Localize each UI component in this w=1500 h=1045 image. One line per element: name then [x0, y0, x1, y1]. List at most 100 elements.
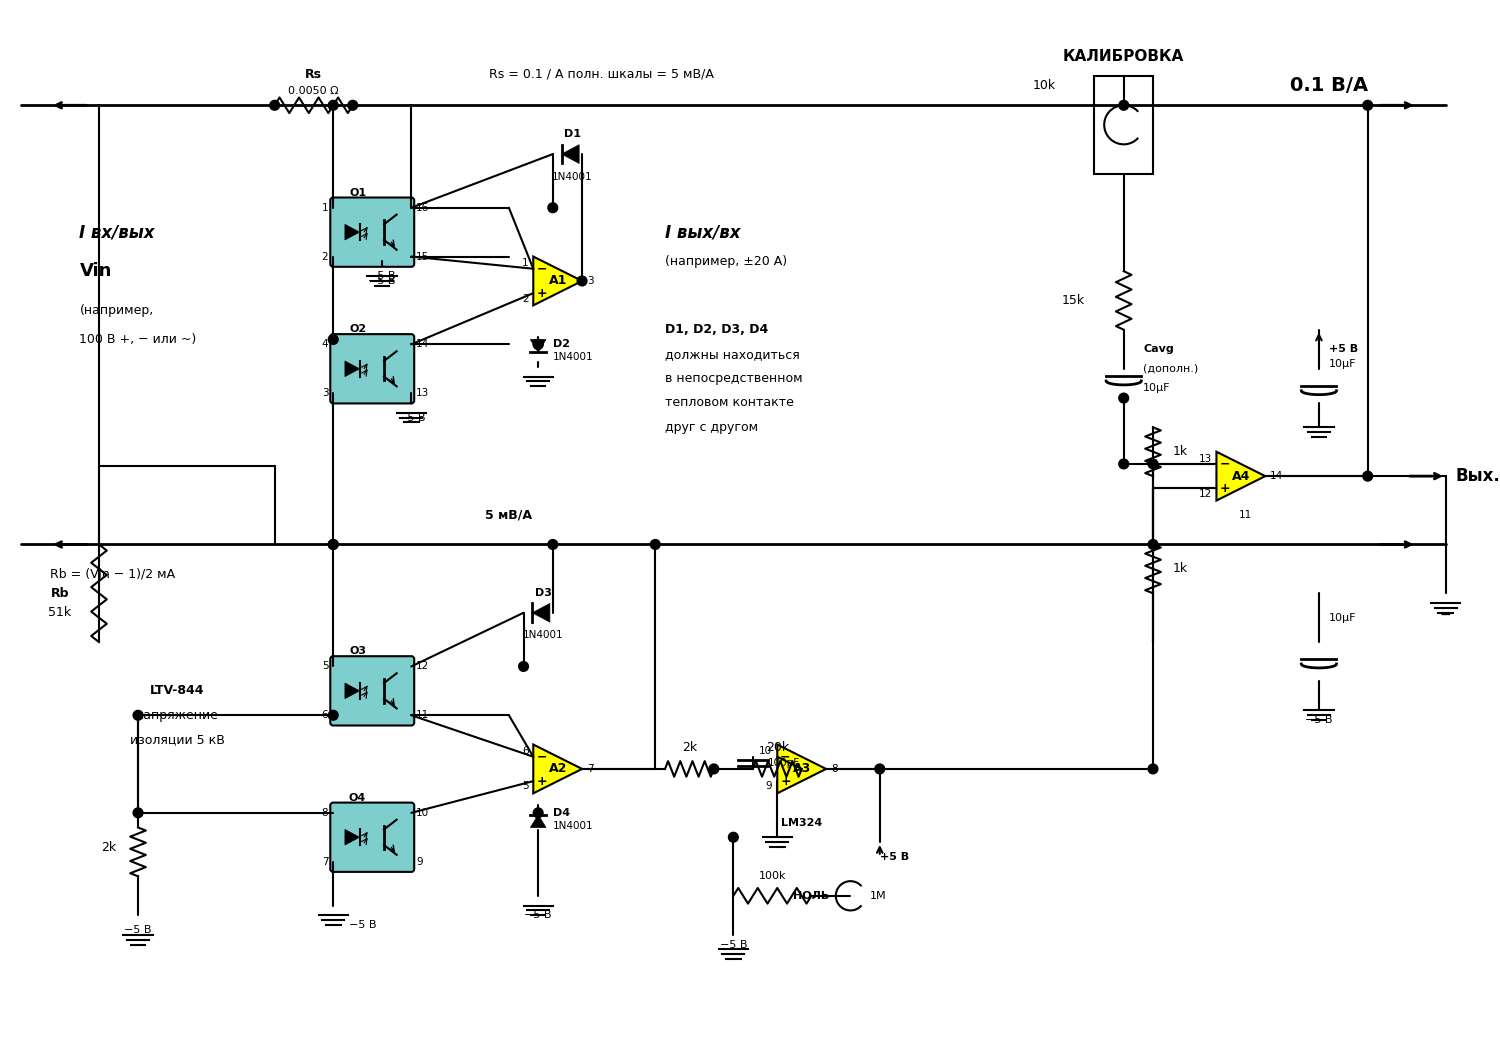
Text: 100pF: 100pF [768, 758, 800, 768]
Text: (например,: (например, [80, 304, 153, 317]
Circle shape [134, 711, 142, 720]
Text: 5: 5 [522, 782, 528, 791]
Text: 10k: 10k [1032, 79, 1056, 92]
Text: −: − [1220, 458, 1230, 470]
Circle shape [134, 808, 142, 818]
Text: 8: 8 [321, 808, 328, 818]
Circle shape [1364, 471, 1372, 481]
Text: 100k: 100k [759, 872, 786, 881]
FancyBboxPatch shape [330, 334, 414, 403]
Text: 5: 5 [321, 661, 328, 672]
Polygon shape [345, 361, 360, 376]
Circle shape [1364, 100, 1372, 110]
Text: D2: D2 [554, 340, 570, 349]
Text: 16: 16 [416, 203, 429, 213]
Text: Rb: Rb [51, 586, 69, 600]
Circle shape [1148, 539, 1158, 550]
Text: O1: O1 [350, 187, 366, 198]
Text: +: + [780, 774, 790, 788]
Text: 2: 2 [321, 252, 328, 261]
Text: O2: O2 [350, 324, 366, 334]
Text: КАЛИБРОВКА: КАЛИБРОВКА [1064, 49, 1185, 64]
Polygon shape [777, 744, 826, 793]
Circle shape [328, 539, 338, 550]
Text: 2k: 2k [682, 741, 698, 754]
Text: 20k: 20k [765, 741, 789, 754]
FancyBboxPatch shape [1095, 76, 1154, 173]
Circle shape [328, 100, 338, 110]
Polygon shape [531, 815, 546, 828]
Text: A1: A1 [549, 275, 567, 287]
Text: 7: 7 [586, 764, 594, 774]
Text: 0.1 В/А: 0.1 В/А [1290, 76, 1368, 95]
Text: D1: D1 [564, 130, 580, 139]
Circle shape [1119, 393, 1128, 403]
Text: Cavg: Cavg [1143, 344, 1174, 354]
Text: Rb = (Vin − 1)/2 мА: Rb = (Vin − 1)/2 мА [50, 567, 176, 580]
Text: −5 В: −5 В [124, 925, 152, 935]
FancyBboxPatch shape [330, 198, 414, 266]
Text: D1, D2, D3, D4: D1, D2, D3, D4 [664, 323, 768, 336]
Text: (дополн.): (дополн.) [1143, 364, 1198, 374]
Text: изоляции 5 кВ: изоляции 5 кВ [129, 734, 225, 746]
Text: −5 В: −5 В [369, 272, 396, 281]
Text: Rs = 0.1 / А полн. шкалы = 5 мВ/А: Rs = 0.1 / А полн. шкалы = 5 мВ/А [489, 68, 714, 80]
Text: 5 мВ/А: 5 мВ/А [486, 509, 532, 521]
Circle shape [328, 539, 338, 550]
Text: −5 В: −5 В [348, 921, 376, 930]
Text: I вых/вх: I вых/вх [664, 224, 741, 241]
Text: 12: 12 [416, 661, 429, 672]
Text: 4: 4 [321, 340, 328, 349]
Text: должны находиться: должны находиться [664, 348, 800, 361]
Text: 6: 6 [522, 746, 528, 757]
Text: 1M: 1M [870, 890, 886, 901]
Circle shape [578, 276, 586, 286]
Text: 0.0050 Ω: 0.0050 Ω [288, 86, 339, 95]
Text: A4: A4 [1232, 469, 1250, 483]
Text: 100 В +, − или ~): 100 В +, − или ~) [80, 333, 196, 346]
Text: 1: 1 [321, 203, 328, 213]
Polygon shape [532, 603, 550, 622]
Circle shape [1148, 459, 1158, 469]
Circle shape [1119, 100, 1128, 110]
Text: −: − [780, 750, 790, 763]
Circle shape [348, 100, 357, 110]
Circle shape [548, 203, 558, 212]
FancyBboxPatch shape [330, 803, 414, 872]
Text: 1k: 1k [1173, 562, 1188, 576]
Text: 11: 11 [1239, 510, 1252, 520]
Text: 15k: 15k [1062, 294, 1084, 307]
Circle shape [270, 100, 279, 110]
Text: 1N4001: 1N4001 [522, 630, 564, 641]
Text: 1N4001: 1N4001 [554, 352, 594, 362]
Text: −: − [1440, 608, 1452, 622]
Text: Vin: Vin [80, 262, 112, 280]
Text: (например, ±20 А): (например, ±20 А) [664, 255, 788, 268]
Text: 10μF: 10μF [1329, 358, 1356, 369]
Text: 1: 1 [522, 258, 528, 269]
Text: D4: D4 [554, 808, 570, 818]
Circle shape [534, 340, 543, 349]
Text: 1N4001: 1N4001 [554, 820, 594, 831]
Text: 1k: 1k [1173, 445, 1188, 459]
Text: 51k: 51k [48, 606, 72, 620]
Circle shape [328, 711, 338, 720]
Circle shape [651, 539, 660, 550]
Circle shape [534, 808, 543, 818]
Polygon shape [1216, 451, 1264, 501]
Text: 3: 3 [586, 276, 594, 286]
Polygon shape [534, 257, 582, 305]
Text: Вых.: Вых. [1455, 467, 1500, 485]
Text: тепловом контакте: тепловом контакте [664, 396, 794, 410]
Circle shape [1119, 459, 1128, 469]
Text: −5 В: −5 В [369, 276, 396, 286]
Text: −5 В: −5 В [398, 413, 424, 423]
Circle shape [534, 340, 543, 349]
Circle shape [710, 764, 718, 773]
Text: 14: 14 [416, 340, 429, 349]
Text: Rs: Rs [304, 68, 322, 80]
Text: 2: 2 [522, 294, 528, 303]
Text: +: + [536, 286, 548, 300]
Text: 10μF: 10μF [1143, 384, 1170, 393]
Text: −: − [536, 750, 546, 763]
